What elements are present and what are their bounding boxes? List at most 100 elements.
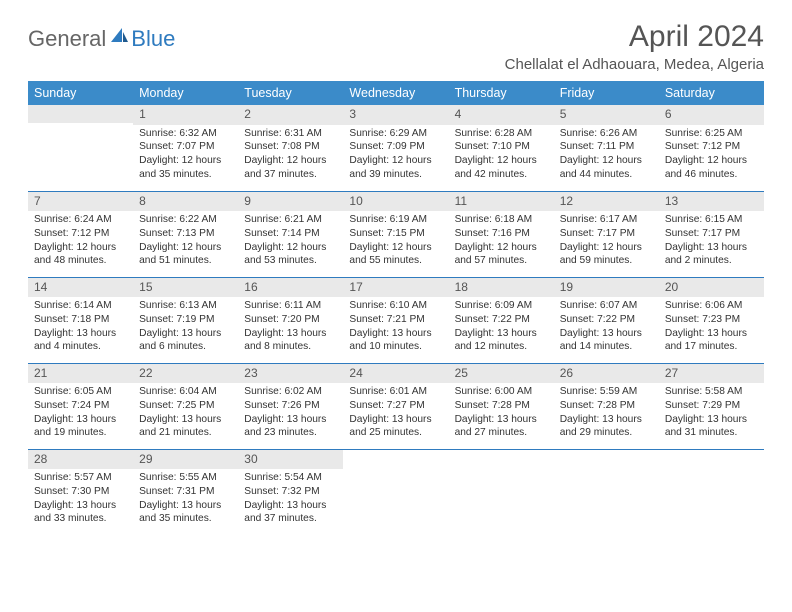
sunset-line: Sunset: 7:23 PM	[665, 313, 758, 327]
day-details: Sunrise: 6:18 AMSunset: 7:16 PMDaylight:…	[449, 211, 554, 272]
calendar-cell: 9Sunrise: 6:21 AMSunset: 7:14 PMDaylight…	[238, 191, 343, 277]
day-details: Sunrise: 6:00 AMSunset: 7:28 PMDaylight:…	[449, 383, 554, 444]
day-number: 11	[449, 192, 554, 212]
calendar-week: 28Sunrise: 5:57 AMSunset: 7:30 PMDayligh…	[28, 449, 764, 535]
day-number: 7	[28, 192, 133, 212]
sunset-line: Sunset: 7:28 PM	[560, 399, 653, 413]
sunset-line: Sunset: 7:13 PM	[139, 227, 232, 241]
sunset-line: Sunset: 7:12 PM	[665, 140, 758, 154]
weekday-header: Sunday	[28, 81, 133, 105]
calendar-cell: 4Sunrise: 6:28 AMSunset: 7:10 PMDaylight…	[449, 105, 554, 191]
daylight-line-2: and 19 minutes.	[34, 426, 127, 440]
day-details: Sunrise: 6:28 AMSunset: 7:10 PMDaylight:…	[449, 125, 554, 186]
day-number: 27	[659, 364, 764, 384]
daylight-line-2: and 37 minutes.	[244, 512, 337, 526]
calendar-cell: 7Sunrise: 6:24 AMSunset: 7:12 PMDaylight…	[28, 191, 133, 277]
daylight-line-1: Daylight: 13 hours	[665, 327, 758, 341]
sunrise-line: Sunrise: 6:31 AM	[244, 127, 337, 141]
sunrise-line: Sunrise: 6:22 AM	[139, 213, 232, 227]
sunrise-line: Sunrise: 6:07 AM	[560, 299, 653, 313]
sunset-line: Sunset: 7:08 PM	[244, 140, 337, 154]
sunrise-line: Sunrise: 6:18 AM	[455, 213, 548, 227]
day-details: Sunrise: 6:14 AMSunset: 7:18 PMDaylight:…	[28, 297, 133, 358]
calendar-cell	[659, 449, 764, 535]
calendar-cell: 27Sunrise: 5:58 AMSunset: 7:29 PMDayligh…	[659, 363, 764, 449]
daylight-line-1: Daylight: 12 hours	[244, 241, 337, 255]
calendar-cell	[343, 449, 448, 535]
day-number: 8	[133, 192, 238, 212]
daylight-line-1: Daylight: 12 hours	[560, 241, 653, 255]
logo-text-blue: Blue	[131, 26, 175, 52]
sunset-line: Sunset: 7:11 PM	[560, 140, 653, 154]
daylight-line-2: and 25 minutes.	[349, 426, 442, 440]
day-details: Sunrise: 5:54 AMSunset: 7:32 PMDaylight:…	[238, 469, 343, 530]
sunset-line: Sunset: 7:28 PM	[455, 399, 548, 413]
sunset-line: Sunset: 7:21 PM	[349, 313, 442, 327]
weekday-header: Thursday	[449, 81, 554, 105]
daylight-line-1: Daylight: 13 hours	[455, 413, 548, 427]
sunset-line: Sunset: 7:16 PM	[455, 227, 548, 241]
sunset-line: Sunset: 7:26 PM	[244, 399, 337, 413]
sunrise-line: Sunrise: 6:09 AM	[455, 299, 548, 313]
day-details: Sunrise: 5:58 AMSunset: 7:29 PMDaylight:…	[659, 383, 764, 444]
calendar-cell: 10Sunrise: 6:19 AMSunset: 7:15 PMDayligh…	[343, 191, 448, 277]
daylight-line-2: and 12 minutes.	[455, 340, 548, 354]
sunset-line: Sunset: 7:22 PM	[560, 313, 653, 327]
sunset-line: Sunset: 7:07 PM	[139, 140, 232, 154]
day-details: Sunrise: 6:24 AMSunset: 7:12 PMDaylight:…	[28, 211, 133, 272]
day-number: 15	[133, 278, 238, 298]
day-details: Sunrise: 6:17 AMSunset: 7:17 PMDaylight:…	[554, 211, 659, 272]
sunrise-line: Sunrise: 6:13 AM	[139, 299, 232, 313]
calendar-cell: 23Sunrise: 6:02 AMSunset: 7:26 PMDayligh…	[238, 363, 343, 449]
day-details: Sunrise: 6:06 AMSunset: 7:23 PMDaylight:…	[659, 297, 764, 358]
sunrise-line: Sunrise: 6:24 AM	[34, 213, 127, 227]
day-details: Sunrise: 6:10 AMSunset: 7:21 PMDaylight:…	[343, 297, 448, 358]
day-number: 14	[28, 278, 133, 298]
day-details: Sunrise: 5:57 AMSunset: 7:30 PMDaylight:…	[28, 469, 133, 530]
sunset-line: Sunset: 7:32 PM	[244, 485, 337, 499]
calendar-cell	[28, 105, 133, 191]
daylight-line-1: Daylight: 13 hours	[665, 241, 758, 255]
daylight-line-2: and 29 minutes.	[560, 426, 653, 440]
calendar-head: SundayMondayTuesdayWednesdayThursdayFrid…	[28, 81, 764, 105]
sunrise-line: Sunrise: 6:15 AM	[665, 213, 758, 227]
logo-text-general: General	[28, 26, 106, 52]
calendar-cell: 2Sunrise: 6:31 AMSunset: 7:08 PMDaylight…	[238, 105, 343, 191]
weekday-header: Tuesday	[238, 81, 343, 105]
sunset-line: Sunset: 7:18 PM	[34, 313, 127, 327]
sunset-line: Sunset: 7:22 PM	[455, 313, 548, 327]
daylight-line-1: Daylight: 13 hours	[560, 413, 653, 427]
sunrise-line: Sunrise: 6:02 AM	[244, 385, 337, 399]
day-number: 19	[554, 278, 659, 298]
daylight-line-2: and 6 minutes.	[139, 340, 232, 354]
calendar-cell: 17Sunrise: 6:10 AMSunset: 7:21 PMDayligh…	[343, 277, 448, 363]
day-number: 30	[238, 450, 343, 470]
sunrise-line: Sunrise: 6:19 AM	[349, 213, 442, 227]
daylight-line-2: and 51 minutes.	[139, 254, 232, 268]
daylight-line-2: and 23 minutes.	[244, 426, 337, 440]
calendar-week: 14Sunrise: 6:14 AMSunset: 7:18 PMDayligh…	[28, 277, 764, 363]
day-details: Sunrise: 6:07 AMSunset: 7:22 PMDaylight:…	[554, 297, 659, 358]
day-details: Sunrise: 6:01 AMSunset: 7:27 PMDaylight:…	[343, 383, 448, 444]
day-number: 29	[133, 450, 238, 470]
day-details: Sunrise: 6:26 AMSunset: 7:11 PMDaylight:…	[554, 125, 659, 186]
day-details: Sunrise: 6:32 AMSunset: 7:07 PMDaylight:…	[133, 125, 238, 186]
calendar-cell: 13Sunrise: 6:15 AMSunset: 7:17 PMDayligh…	[659, 191, 764, 277]
day-number: 26	[554, 364, 659, 384]
calendar-cell: 19Sunrise: 6:07 AMSunset: 7:22 PMDayligh…	[554, 277, 659, 363]
month-title: April 2024	[505, 20, 764, 54]
daylight-line-2: and 44 minutes.	[560, 168, 653, 182]
day-details: Sunrise: 6:29 AMSunset: 7:09 PMDaylight:…	[343, 125, 448, 186]
daylight-line-2: and 31 minutes.	[665, 426, 758, 440]
daylight-line-1: Daylight: 13 hours	[560, 327, 653, 341]
sunset-line: Sunset: 7:29 PM	[665, 399, 758, 413]
calendar-cell: 22Sunrise: 6:04 AMSunset: 7:25 PMDayligh…	[133, 363, 238, 449]
daylight-line-2: and 4 minutes.	[34, 340, 127, 354]
calendar-table: SundayMondayTuesdayWednesdayThursdayFrid…	[28, 81, 764, 535]
day-details: Sunrise: 5:55 AMSunset: 7:31 PMDaylight:…	[133, 469, 238, 530]
calendar-cell: 29Sunrise: 5:55 AMSunset: 7:31 PMDayligh…	[133, 449, 238, 535]
day-number: 5	[554, 105, 659, 125]
daylight-line-1: Daylight: 13 hours	[139, 499, 232, 513]
calendar-cell: 15Sunrise: 6:13 AMSunset: 7:19 PMDayligh…	[133, 277, 238, 363]
calendar-cell: 14Sunrise: 6:14 AMSunset: 7:18 PMDayligh…	[28, 277, 133, 363]
